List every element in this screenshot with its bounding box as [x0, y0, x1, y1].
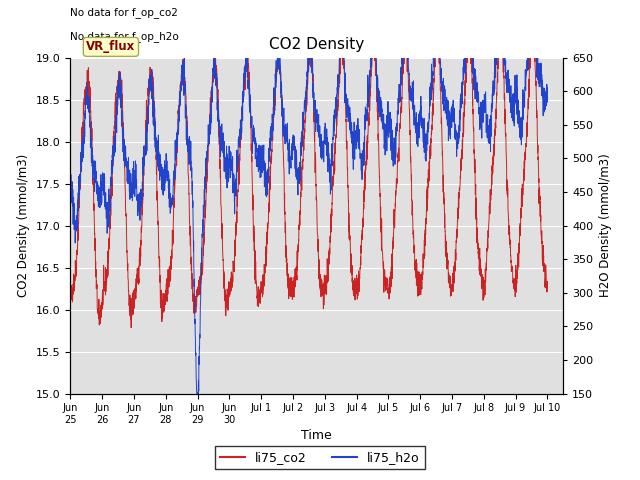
- Line: li75_co2: li75_co2: [70, 58, 547, 328]
- li75_h2o: [543, 97, 551, 103]
- li75_co2: [534, 154, 542, 160]
- li75_co2: [483, 246, 491, 252]
- li75_h2o: [121, 162, 129, 168]
- li75_co2: [211, 55, 219, 60]
- li75_co2: [121, 168, 129, 174]
- li75_co2: [149, 79, 157, 85]
- li75_co2: [67, 297, 74, 303]
- li75_h2o: [534, 67, 542, 73]
- li75_h2o: [149, 95, 157, 100]
- Text: No data for f_op_h2o: No data for f_op_h2o: [70, 31, 179, 42]
- Line: li75_h2o: li75_h2o: [70, 51, 547, 394]
- Y-axis label: CO2 Density (mmol/m3): CO2 Density (mmol/m3): [17, 154, 30, 297]
- li75_co2: [543, 281, 551, 287]
- X-axis label: Time: Time: [301, 429, 332, 442]
- Y-axis label: H2O Density (mmol/m3): H2O Density (mmol/m3): [599, 154, 612, 298]
- Legend: li75_co2, li75_h2o: li75_co2, li75_h2o: [215, 446, 425, 469]
- li75_h2o: [483, 118, 491, 123]
- li75_h2o: [271, 88, 278, 94]
- li75_h2o: [193, 391, 201, 396]
- li75_h2o: [250, 131, 257, 137]
- li75_co2: [271, 100, 278, 106]
- li75_co2: [250, 228, 257, 234]
- Title: CO2 Density: CO2 Density: [269, 37, 364, 52]
- li75_co2: [127, 325, 135, 331]
- Text: No data for f_op_co2: No data for f_op_co2: [70, 7, 179, 18]
- Text: VR_flux: VR_flux: [86, 40, 136, 53]
- li75_h2o: [243, 48, 250, 54]
- li75_h2o: [67, 204, 74, 210]
